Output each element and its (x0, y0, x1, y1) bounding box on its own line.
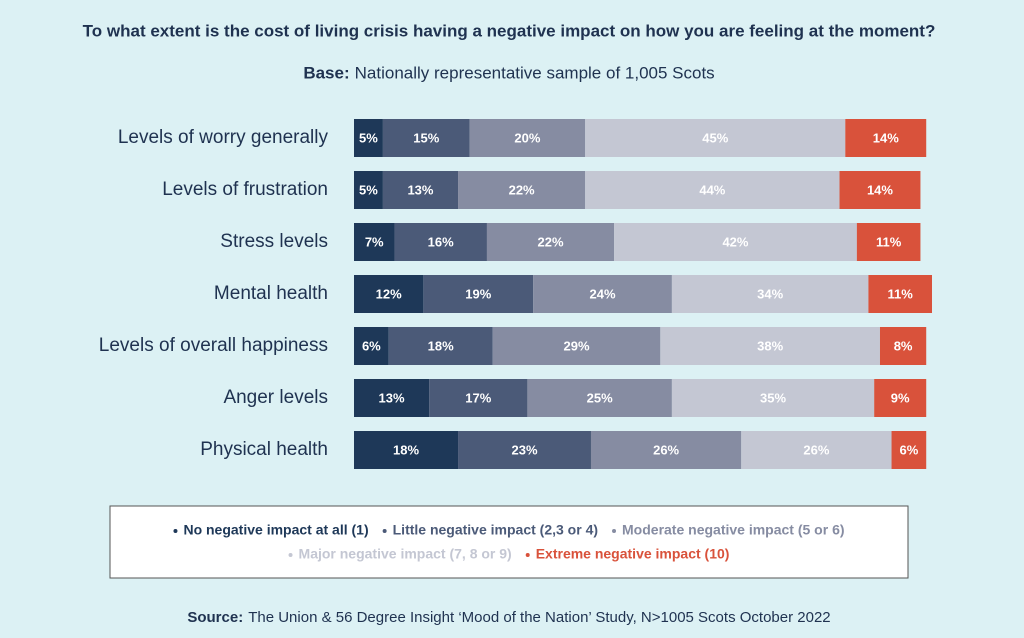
legend-marker (288, 553, 293, 557)
source: The Union & 56 Degree Insight ‘Mood of t… (248, 609, 830, 626)
value-label: 24% (590, 286, 616, 301)
bar-segment (660, 327, 880, 365)
value-label: 20% (514, 130, 540, 145)
bar-segment (354, 119, 383, 157)
value-label: 8% (894, 338, 913, 353)
bar-segment (585, 171, 840, 209)
bar-segment (614, 223, 857, 261)
bar-segment (382, 119, 470, 157)
value-label: 23% (511, 442, 537, 457)
bar-segment (354, 171, 383, 209)
value-label: 14% (873, 130, 899, 145)
value-label: 22% (538, 234, 564, 249)
bar-segment (354, 275, 424, 313)
legend-label: No negative impact at all (1) (183, 522, 368, 538)
value-label: 5% (359, 182, 378, 197)
value-label: 26% (803, 442, 829, 457)
bar-segment (388, 327, 493, 365)
value-label: 12% (376, 286, 402, 301)
subtitle: Nationally representative sample of 1,00… (355, 63, 715, 82)
source-label: Source: (187, 609, 243, 626)
bar-segment (469, 119, 586, 157)
value-label: 11% (888, 286, 914, 301)
bar-segment (845, 119, 927, 157)
bar-segment (741, 431, 892, 469)
bar-segment (671, 379, 875, 417)
bar-segment (533, 275, 672, 313)
category-label: Mental health (214, 283, 328, 304)
bar-segment (492, 327, 661, 365)
bar-segment (671, 275, 869, 313)
bar-segment (839, 171, 921, 209)
value-label: 9% (891, 390, 910, 405)
bar-segment (354, 223, 395, 261)
category-label: Physical health (200, 439, 328, 460)
bar-segment (585, 119, 846, 157)
value-label: 45% (702, 130, 728, 145)
bar-segment (354, 379, 430, 417)
category-label: Levels of overall happiness (99, 335, 328, 356)
bar-segment (879, 327, 927, 365)
value-label: 38% (757, 338, 783, 353)
legend-marker (525, 553, 530, 557)
bar-segment (874, 379, 927, 417)
bar-segment (354, 327, 389, 365)
value-label: 19% (465, 286, 491, 301)
value-label: 29% (564, 338, 590, 353)
value-label: 16% (428, 234, 454, 249)
value-label: 18% (428, 338, 454, 353)
value-label: 13% (407, 182, 433, 197)
category-label: Levels of worry generally (118, 127, 329, 148)
legend-label: Little negative impact (2,3 or 4) (393, 522, 598, 538)
value-label: 11% (876, 234, 902, 249)
value-label: 17% (465, 390, 491, 405)
bar-segment (486, 223, 615, 261)
subtitle-label: Base: (303, 63, 349, 82)
legend-label: Major negative impact (7, 8 or 9) (299, 546, 512, 562)
bar-segment (590, 431, 742, 469)
legend-box (109, 505, 909, 579)
legend-marker (382, 529, 387, 533)
bar-segment (856, 223, 921, 261)
value-label: 44% (699, 182, 725, 197)
bar-segment (891, 431, 927, 469)
category-label: Anger levels (223, 387, 328, 408)
value-label: 13% (379, 390, 405, 405)
value-label: 34% (757, 286, 783, 301)
value-label: 7% (365, 234, 384, 249)
value-label: 35% (760, 390, 786, 405)
value-label: 6% (899, 442, 918, 457)
bar-segment (429, 379, 528, 417)
chart-title: To what extent is the cost of living cri… (83, 21, 936, 40)
value-label: 42% (722, 234, 748, 249)
value-label: 14% (867, 182, 893, 197)
category-label: Levels of frustration (162, 179, 328, 200)
value-label: 18% (393, 442, 419, 457)
value-label: 22% (509, 182, 535, 197)
value-label: 6% (362, 338, 381, 353)
bar-segment (458, 171, 586, 209)
legend-label: Moderate negative impact (5 or 6) (622, 522, 845, 538)
value-label: 5% (359, 130, 378, 145)
legend-marker (173, 529, 178, 533)
legend-label: Extreme negative impact (10) (536, 546, 730, 562)
bar-segment (382, 171, 459, 209)
bar-segment (527, 379, 672, 417)
value-label: 25% (587, 390, 613, 405)
bar-segment (394, 223, 487, 261)
value-label: 26% (653, 442, 679, 457)
bar-segment (458, 431, 591, 469)
bar-segment (868, 275, 932, 313)
value-label: 15% (413, 130, 439, 145)
category-label: Stress levels (220, 231, 328, 252)
legend-marker (612, 529, 617, 533)
bar-segment (423, 275, 534, 313)
bar-segment (354, 431, 459, 469)
